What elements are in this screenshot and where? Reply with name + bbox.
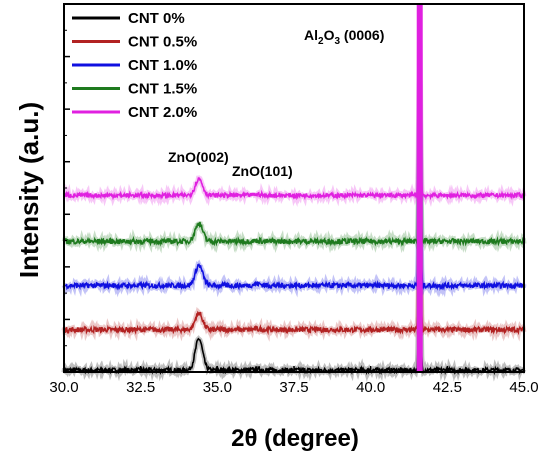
x-tick-label: 32.5 (126, 379, 155, 396)
x-tick-label: 37.5 (279, 379, 308, 396)
series-line (63, 27, 525, 201)
x-tick-label: 35.0 (203, 379, 232, 396)
x-tick-label: 30.0 (49, 379, 78, 396)
series-traces (61, 4, 527, 383)
y-axis-label: Intensity (a.u.) (14, 102, 44, 278)
annotation-zno-101: ZnO(101) (232, 163, 293, 179)
x-tick-label: 45.0 (509, 379, 538, 396)
legend: CNT 0% CNT 0.5% CNT 1.0% CNT 1.5% CNT 2.0% (72, 10, 197, 121)
x-axis-label: 2θ (degree) (231, 425, 359, 452)
al2o3-peak-band (416, 4, 423, 372)
x-tick-label: 40.0 (356, 379, 385, 396)
legend-label: CNT 0.5% (128, 34, 197, 51)
legend-label: CNT 1.0% (128, 57, 197, 74)
legend-label: CNT 0% (128, 10, 185, 27)
peak-annotations: ZnO(002)ZnO(101) Al2O3 (0006) (168, 27, 384, 179)
legend-label: CNT 2.0% (128, 104, 197, 121)
series-line (63, 154, 525, 336)
annotation-al2o3-0006: Al2O3 (0006) (304, 27, 384, 47)
x-axis-ticks: 30.0 32.5 35.0 37.5 40.0 42.5 45.0 (49, 366, 539, 396)
y-axis-ticks (64, 3, 70, 373)
annotation-zno-002: ZnO(002) (168, 149, 229, 165)
series-line (63, 64, 525, 247)
legend-label: CNT 1.5% (128, 81, 197, 98)
series-line (63, 109, 525, 291)
x-tick-label: 42.5 (433, 379, 462, 396)
